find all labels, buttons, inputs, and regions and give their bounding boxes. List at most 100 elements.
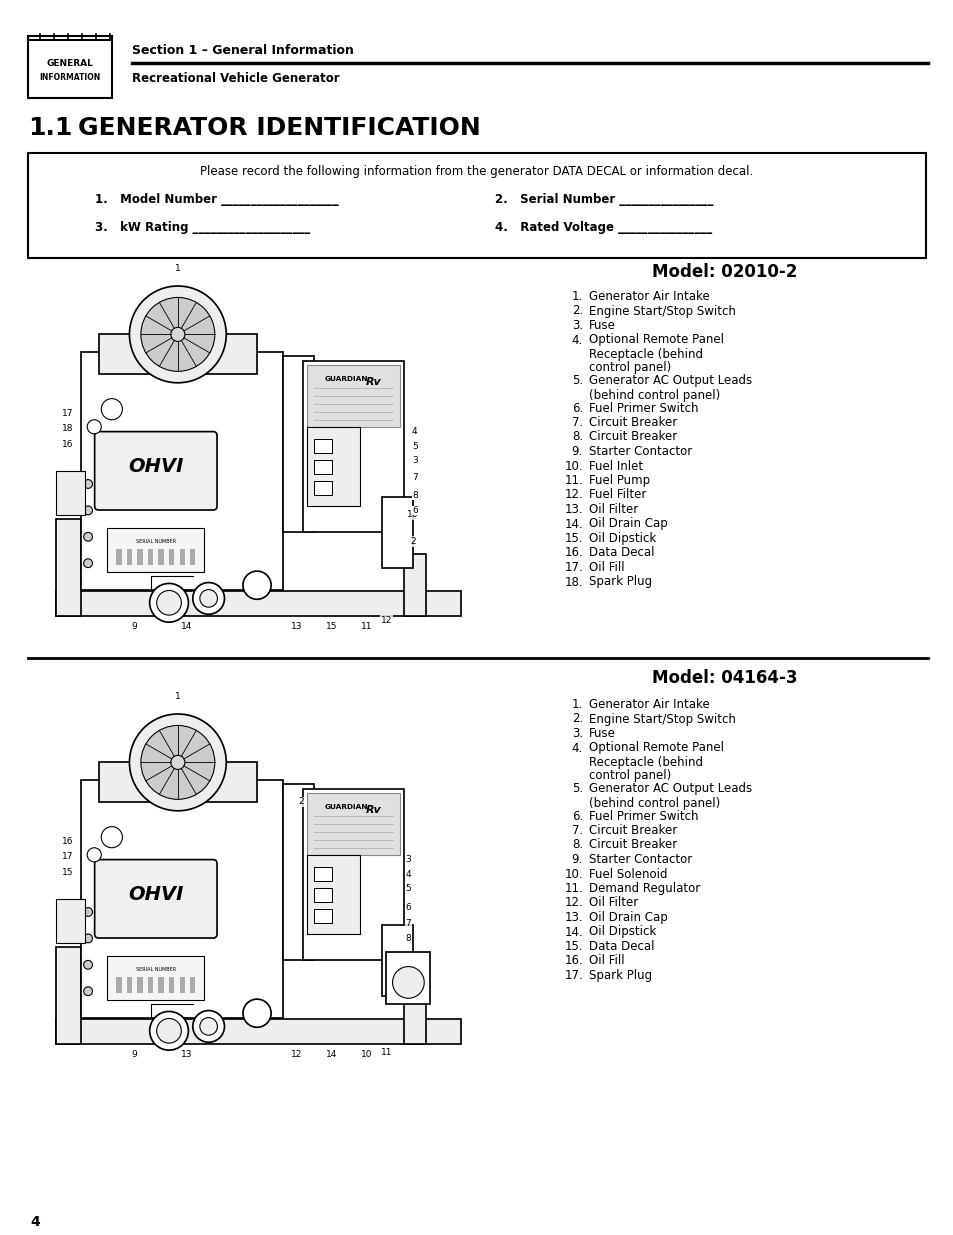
Text: (behind control panel): (behind control panel) bbox=[588, 389, 720, 401]
Text: 17.: 17. bbox=[563, 561, 582, 574]
Text: Generator AC Output Leads: Generator AC Output Leads bbox=[588, 782, 751, 795]
Bar bbox=[283, 357, 314, 532]
Text: 3: 3 bbox=[412, 456, 417, 464]
Text: Fuel Primer Switch: Fuel Primer Switch bbox=[588, 401, 698, 415]
Text: Starter Contactor: Starter Contactor bbox=[588, 853, 692, 866]
Circle shape bbox=[193, 583, 224, 614]
Text: 1.: 1. bbox=[571, 290, 582, 303]
Text: 9: 9 bbox=[131, 1050, 136, 1060]
Bar bbox=[56, 471, 85, 515]
Bar bbox=[169, 550, 174, 564]
Text: INFORMATION: INFORMATION bbox=[39, 74, 100, 83]
Circle shape bbox=[156, 590, 181, 615]
FancyBboxPatch shape bbox=[94, 860, 217, 939]
Text: 17.: 17. bbox=[563, 969, 582, 982]
Bar bbox=[386, 952, 430, 1004]
Circle shape bbox=[171, 756, 185, 769]
Circle shape bbox=[130, 714, 226, 811]
Bar bbox=[137, 550, 143, 564]
Text: Fuel Solenoid: Fuel Solenoid bbox=[588, 867, 667, 881]
Bar bbox=[314, 909, 332, 924]
Text: 16.: 16. bbox=[563, 547, 582, 559]
Circle shape bbox=[141, 298, 214, 372]
Text: Oil Filter: Oil Filter bbox=[588, 503, 638, 516]
Text: Optional Remote Panel: Optional Remote Panel bbox=[588, 741, 723, 755]
Bar bbox=[314, 482, 332, 495]
Text: Engine Start/Stop Switch: Engine Start/Stop Switch bbox=[588, 713, 735, 725]
Text: SERIAL NUMBER: SERIAL NUMBER bbox=[135, 967, 175, 972]
Text: Fuel Filter: Fuel Filter bbox=[588, 489, 646, 501]
Text: Model: 02010-2: Model: 02010-2 bbox=[652, 263, 797, 282]
Bar bbox=[307, 366, 399, 427]
Text: Data Decal: Data Decal bbox=[588, 547, 654, 559]
Bar bbox=[307, 855, 359, 934]
Text: Fuse: Fuse bbox=[588, 319, 616, 332]
Text: 3.   kW Rating ____________________: 3. kW Rating ____________________ bbox=[95, 221, 310, 233]
Text: 3.: 3. bbox=[571, 319, 582, 332]
Text: 16.: 16. bbox=[563, 955, 582, 967]
Text: 1.1: 1.1 bbox=[28, 116, 72, 140]
Text: 4: 4 bbox=[30, 1215, 40, 1229]
Text: GUARDIAN: GUARDIAN bbox=[324, 375, 367, 382]
Text: 1: 1 bbox=[174, 692, 180, 701]
Text: OHVI: OHVI bbox=[128, 885, 183, 904]
Bar bbox=[81, 781, 283, 1018]
Bar bbox=[148, 977, 153, 993]
Bar bbox=[190, 550, 195, 564]
Text: GENERATOR IDENTIFICATION: GENERATOR IDENTIFICATION bbox=[78, 116, 480, 140]
Text: (behind control panel): (behind control panel) bbox=[588, 797, 720, 809]
Text: GUARDIAN: GUARDIAN bbox=[324, 804, 367, 810]
Text: 15: 15 bbox=[326, 622, 337, 631]
Text: 4.: 4. bbox=[571, 333, 582, 347]
Text: 16: 16 bbox=[62, 440, 73, 448]
Text: Receptacle (behind: Receptacle (behind bbox=[588, 348, 702, 361]
Bar bbox=[179, 977, 185, 993]
Text: Generator Air Intake: Generator Air Intake bbox=[588, 290, 709, 303]
Circle shape bbox=[199, 589, 217, 608]
Text: 9.: 9. bbox=[571, 853, 582, 866]
Text: 1.: 1. bbox=[571, 698, 582, 711]
Text: 11.: 11. bbox=[563, 882, 582, 895]
Text: Oil Fill: Oil Fill bbox=[588, 955, 624, 967]
Text: control panel): control panel) bbox=[588, 769, 671, 782]
Text: Oil Filter: Oil Filter bbox=[588, 897, 638, 909]
Text: 10: 10 bbox=[407, 510, 418, 519]
Text: 15: 15 bbox=[62, 868, 73, 877]
Text: Rv: Rv bbox=[366, 805, 381, 815]
Text: 2.: 2. bbox=[571, 713, 582, 725]
Text: 1.   Model Number ____________________: 1. Model Number ____________________ bbox=[95, 194, 338, 206]
Circle shape bbox=[101, 399, 122, 420]
Circle shape bbox=[199, 1018, 217, 1035]
Bar bbox=[158, 977, 164, 993]
Bar bbox=[148, 550, 153, 564]
Bar bbox=[190, 977, 195, 993]
Bar bbox=[98, 335, 256, 374]
Circle shape bbox=[84, 532, 92, 541]
Bar bbox=[179, 550, 185, 564]
Text: Optional Remote Panel: Optional Remote Panel bbox=[588, 333, 723, 347]
Bar bbox=[81, 352, 283, 589]
Text: 6.: 6. bbox=[571, 401, 582, 415]
Text: Fuel Inlet: Fuel Inlet bbox=[588, 459, 642, 473]
Text: 7.: 7. bbox=[571, 416, 582, 429]
Text: Recreational Vehicle Generator: Recreational Vehicle Generator bbox=[132, 72, 339, 84]
Circle shape bbox=[150, 583, 188, 622]
Bar bbox=[108, 956, 204, 1000]
Text: 11.: 11. bbox=[563, 474, 582, 487]
Text: 10.: 10. bbox=[564, 459, 582, 473]
Text: 4.: 4. bbox=[571, 741, 582, 755]
Bar bbox=[169, 977, 174, 993]
Bar bbox=[381, 925, 413, 995]
Text: Section 1 – General Information: Section 1 – General Information bbox=[132, 43, 354, 57]
Circle shape bbox=[87, 847, 101, 862]
Text: 12: 12 bbox=[380, 616, 392, 625]
Bar bbox=[403, 982, 426, 1044]
Text: 6.: 6. bbox=[571, 809, 582, 823]
Bar bbox=[108, 529, 204, 572]
Text: Circuit Breaker: Circuit Breaker bbox=[588, 416, 677, 429]
Text: Circuit Breaker: Circuit Breaker bbox=[588, 824, 677, 837]
Text: Receptacle (behind: Receptacle (behind bbox=[588, 756, 702, 769]
Circle shape bbox=[130, 287, 226, 383]
Text: Fuse: Fuse bbox=[588, 727, 616, 740]
Bar bbox=[137, 977, 143, 993]
